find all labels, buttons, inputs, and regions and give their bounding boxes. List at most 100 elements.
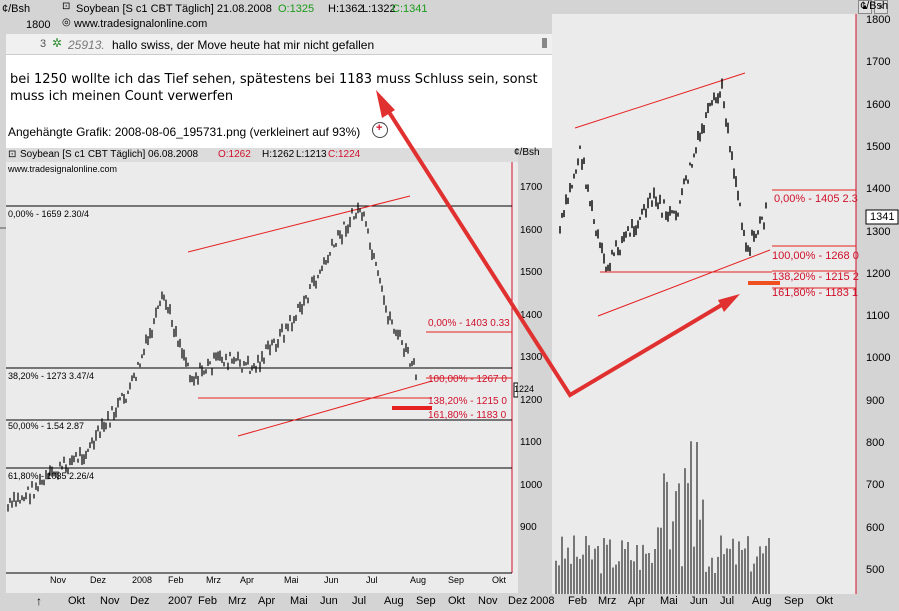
chart-type-icon[interactable]: ⊡ (62, 1, 71, 12)
back-right-unit: ¢/Bsh (860, 0, 889, 12)
front-ohlc-low: L:1213 (296, 149, 327, 160)
front-fib-left-50: 50,00% - 1.54 2.87 (8, 421, 85, 431)
front-month-label: Nov (50, 575, 67, 585)
back-month-label: Mai (290, 595, 308, 607)
front-month-label: Apr (240, 575, 255, 585)
back-month-label: 2008 (530, 595, 555, 607)
front-ohlc-open: O:1262 (218, 149, 251, 160)
front-price-tick: 1500 (520, 267, 543, 278)
back-source: www.tradesignalonline.com (74, 18, 208, 30)
back-price-tick: 1600 (866, 98, 891, 111)
back-price-tick: 900 (866, 394, 885, 407)
post-header (6, 34, 552, 55)
back-fib-138: 138,20% - 1215 2 (772, 271, 859, 283)
front-ohlc-high: H:1262 (262, 149, 295, 160)
back-month-label: Sep (416, 595, 436, 607)
back-month-label: Feb (198, 595, 217, 607)
front-month-label: Mai (284, 575, 299, 585)
post-title: hallo swiss, der Move heute hat mir nich… (112, 38, 375, 52)
back-month-label: Aug (384, 595, 404, 607)
front-month-label: Aug (410, 575, 427, 585)
back-month-label: Mai (660, 595, 678, 607)
back-month-label: Mrz (228, 595, 247, 607)
front-month-label: Jul (366, 575, 378, 585)
front-price-tick: 1600 (520, 224, 543, 236)
back-month-label: Dez (508, 595, 528, 607)
front-price-tick: 1100 (520, 437, 542, 448)
scroll-up-icon[interactable]: ▲ (858, 0, 872, 14)
back-price-tick: 1700 (866, 56, 891, 69)
close-icon[interactable]: × (874, 0, 888, 14)
back-chart-title: Soybean [S c1 CBT Täglich] 21.08.2008 (76, 3, 272, 15)
zoom-icon[interactable]: + (372, 122, 388, 138)
back-top-value: 1800 (26, 19, 51, 31)
back-month-label: Jul (352, 595, 367, 607)
attachment-label: Angehängte Grafik: 2008-08-06_195731.png… (8, 125, 361, 139)
back-month-label: Okt (816, 595, 834, 607)
back-fib-100: 100,00% - 1268 0 (772, 250, 859, 262)
back-fib-161: 161,80% - 1183 1 (772, 287, 859, 299)
front-fib-right-161: 161,80% - 1183 0 (428, 410, 507, 421)
back-month-label: Jul (720, 595, 735, 607)
back-price-tick: 1400 (866, 183, 891, 196)
back-month-label: Mrz (598, 595, 617, 607)
front-month-label: Okt (492, 575, 507, 585)
front-price-tick: 1200 (520, 394, 543, 406)
front-fib-right-138: 138,20% - 1215 0 (428, 396, 507, 407)
forum-post: 3 ✲ 25913. hallo swiss, der Move heute h… (6, 34, 552, 148)
back-month-label: Apr (628, 595, 646, 607)
front-ohlc-close: C:1224 (328, 149, 361, 160)
back-unit-label: ¢/Bsh (2, 3, 31, 15)
back-price-tick: 600 (866, 521, 885, 534)
back-price-tick: 1000 (866, 352, 891, 365)
back-month-label: Okt (448, 595, 466, 607)
back-month-label: Jun (690, 595, 708, 607)
post-number[interactable]: 25913. (68, 38, 105, 52)
front-month-label: Jun (324, 575, 339, 585)
back-current-price: 1341 (870, 211, 895, 223)
back-month-label: Okt (68, 595, 86, 607)
front-chart-title: Soybean [S c1 CBT Täglich] 06.08.2008 (20, 149, 199, 160)
back-month-label: Apr (258, 595, 276, 607)
back-month-label: Sep (784, 595, 804, 607)
back-price-tick: 800 (866, 437, 885, 449)
up-arrow-icon[interactable]: ↑ (36, 594, 42, 608)
front-price-tick: 1300 (520, 352, 543, 363)
back-ohlc-low: L:1322 (362, 3, 396, 15)
back-price-tick: 700 (866, 479, 885, 492)
post-body-line-2: muss ich meinen Count verwerfen (10, 89, 234, 104)
scrollbar-handle[interactable] (542, 38, 547, 48)
back-month-label: Nov (478, 595, 498, 607)
back-ohlc-open: O:1325 (278, 3, 315, 15)
front-price-tick: 900 (520, 522, 537, 533)
back-ohlc-close: C:1341 (392, 3, 428, 15)
front-month-label: Sep (448, 575, 465, 585)
front-fib-left-61: 61,80% - 1035 2.26/4 (8, 471, 95, 481)
back-price-tick: 1800 (866, 14, 891, 26)
star-icon[interactable]: ✲ (52, 36, 63, 50)
front-source: www.tradesignalonline.com (8, 164, 118, 174)
front-month-label: Feb (168, 575, 184, 585)
back-price-tick: 1300 (866, 225, 891, 238)
front-fib-right-0: 0,00% - 1403 0.33 (428, 318, 510, 329)
back-month-label: Aug (752, 595, 772, 607)
post-count: 3 (40, 38, 47, 50)
back-month-label: 2007 (168, 595, 193, 607)
front-month-label: Dez (90, 575, 107, 585)
back-price-tick: 1200 (866, 267, 891, 280)
back-month-label: Dez (130, 595, 150, 607)
back-price-tick: 1500 (866, 140, 891, 153)
front-unit-label: ¢/Bsh (514, 147, 540, 158)
post-body-line-1: bei 1250 wollte ich das Tief sehen, spät… (10, 72, 538, 87)
front-price-tick: 1000 (520, 479, 543, 491)
front-fib-left-38: 38,20% - 1273 3.47/4 (8, 371, 95, 381)
front-month-label: Mrz (206, 575, 221, 585)
front-price-tick: 1400 (520, 309, 543, 321)
front-current-price: 1224 (514, 384, 535, 394)
back-month-label: Jun (320, 595, 338, 607)
back-fib-0: 0,00% - 1405 2.3 (774, 193, 858, 205)
front-fib-right-100: 100,00% - 1267 0 (428, 374, 507, 385)
front-chart-type-icon: ⊡ (8, 149, 17, 160)
back-price-tick: 1100 (866, 310, 890, 323)
front-price-tick: 1700 (520, 182, 543, 193)
